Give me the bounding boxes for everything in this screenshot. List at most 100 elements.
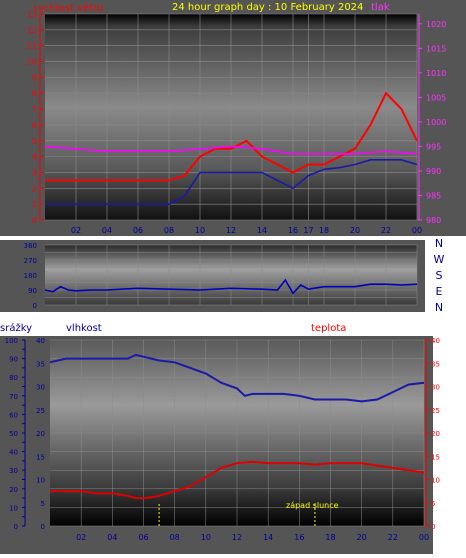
- x-tick-label: 10: [195, 226, 205, 235]
- x-tick-label: 02: [76, 533, 86, 542]
- wind-tick-label: 2: [32, 184, 37, 193]
- pressure-tick-label: 1005: [426, 93, 446, 102]
- temperature-tick-label: 40: [431, 337, 440, 345]
- wind-tick-label: 8: [32, 89, 37, 98]
- x-tick-label: 20: [350, 226, 360, 235]
- x-tick-label: 00: [419, 533, 429, 542]
- wind-tick-label: 11: [27, 42, 37, 51]
- compass-letter: E: [436, 285, 443, 298]
- pressure-tick-label: 1000: [426, 118, 446, 127]
- wind-tick-label: 9: [32, 73, 37, 82]
- x-tick-label: 04: [107, 533, 117, 542]
- direction-tick-label: 0: [33, 302, 37, 310]
- temperature-tick-label: 10: [431, 477, 440, 485]
- x-tick-label: 12: [232, 533, 242, 542]
- direction-tick-label: 360: [24, 242, 37, 250]
- x-tick-label: 18: [325, 533, 335, 542]
- humidity-line: [49, 353, 425, 403]
- x-tick-label: 22: [381, 226, 391, 235]
- x-tick-label: 08: [164, 226, 174, 235]
- panel3-axes: 0102030405060708090100051015202530354005…: [5, 337, 440, 542]
- panel1-grid: [45, 13, 418, 221]
- rain-tick-label: 50: [9, 430, 18, 438]
- wind-tick-label: 6: [32, 121, 37, 130]
- rain-tick-label: 20: [9, 486, 18, 494]
- humidity-tick-label: 20: [36, 430, 45, 438]
- wind-tick-label: 0: [32, 216, 37, 225]
- temperature-tick-label: 5: [431, 500, 435, 508]
- temperature-tick-label: 35: [431, 360, 440, 368]
- temperature-label: teplota: [311, 323, 346, 334]
- temperature-tick-label: 20: [431, 430, 440, 438]
- rain-tick-label: 90: [9, 356, 18, 364]
- compass-letter: W: [434, 253, 445, 266]
- wind-speed-label: rychlost větru: [34, 2, 104, 14]
- compass-letter: S: [436, 269, 443, 282]
- x-tick-label: 04: [102, 226, 112, 235]
- x-tick-label: 02: [71, 226, 81, 235]
- temperature-tick-label: 30: [431, 384, 440, 392]
- pressure-tick-label: 980: [426, 216, 441, 225]
- wind-avg-line: [45, 159, 418, 205]
- x-tick-label: 16: [294, 533, 304, 542]
- wind-tick-label: 4: [32, 153, 37, 162]
- compass-letter: N: [435, 237, 443, 250]
- direction-tick-label: 270: [24, 257, 37, 265]
- panel3-grid: [50, 339, 425, 527]
- rain-tick-label: 40: [9, 449, 18, 457]
- pressure-tick-label: 985: [426, 191, 441, 200]
- rain-tick-label: 100: [5, 337, 18, 345]
- humidity-tick-label: 40: [36, 337, 45, 345]
- wind-direction-line: [44, 278, 418, 295]
- panel2-series: [44, 278, 418, 295]
- rain-tick-label: 80: [9, 374, 18, 382]
- chart-title: 24 hour graph day : 10 February 2024: [172, 2, 363, 13]
- humidity-tick-label: 5: [41, 500, 45, 508]
- pressure-label: tlak: [371, 2, 390, 13]
- pressure-line: [44, 145, 418, 155]
- panel2-grid: [45, 244, 418, 306]
- pressure-tick-label: 990: [426, 167, 441, 176]
- pressure-tick-label: 1015: [426, 44, 446, 53]
- temperature-tick-label: 25: [431, 407, 440, 415]
- humidity-label: vlhkost: [66, 323, 102, 334]
- temperature-tick-label: 15: [431, 453, 440, 461]
- wind-tick-label: 3: [32, 168, 37, 177]
- x-tick-label: 16: [288, 226, 298, 235]
- pressure-tick-label: 995: [426, 142, 441, 151]
- x-tick-label: 20: [357, 533, 367, 542]
- rain-label: srážky: [0, 322, 32, 334]
- x-tick-label: 10: [201, 533, 211, 542]
- rain-tick-label: 60: [9, 411, 18, 419]
- panel3-series: [49, 353, 425, 526]
- wind-tick-label: 1: [32, 200, 37, 209]
- humidity-tick-label: 15: [36, 453, 45, 461]
- direction-tick-label: 180: [24, 272, 37, 280]
- sunset-annotation: západ slunce: [286, 501, 339, 510]
- humidity-tick-label: 25: [36, 407, 45, 415]
- temperature-tick-label: 0: [431, 523, 435, 531]
- humidity-tick-label: 30: [36, 384, 45, 392]
- wind-tick-label: 7: [32, 105, 37, 114]
- x-tick-label: 00: [412, 226, 422, 235]
- wind-speed-line: [45, 91, 418, 182]
- panel1-series: [44, 91, 418, 205]
- panel1-axes: 0123456789101112139809859909951000100510…: [27, 10, 447, 235]
- x-tick-label: 06: [138, 533, 148, 542]
- direction-tick-label: 90: [28, 287, 37, 295]
- rain-tick-label: 30: [9, 467, 18, 475]
- pressure-tick-label: 1020: [426, 20, 446, 29]
- humidity-tick-label: 35: [36, 360, 45, 368]
- humidity-tick-label: 10: [36, 477, 45, 485]
- x-tick-label: 08: [170, 533, 180, 542]
- x-tick-label: 18: [319, 226, 329, 235]
- rain-tick-label: 70: [9, 393, 18, 401]
- x-tick-label: 14: [263, 533, 273, 542]
- x-tick-label: 14: [257, 226, 267, 235]
- wind-tick-label: 13: [27, 10, 37, 19]
- x-tick-label: 22: [388, 533, 398, 542]
- x-tick-label: 12: [226, 226, 236, 235]
